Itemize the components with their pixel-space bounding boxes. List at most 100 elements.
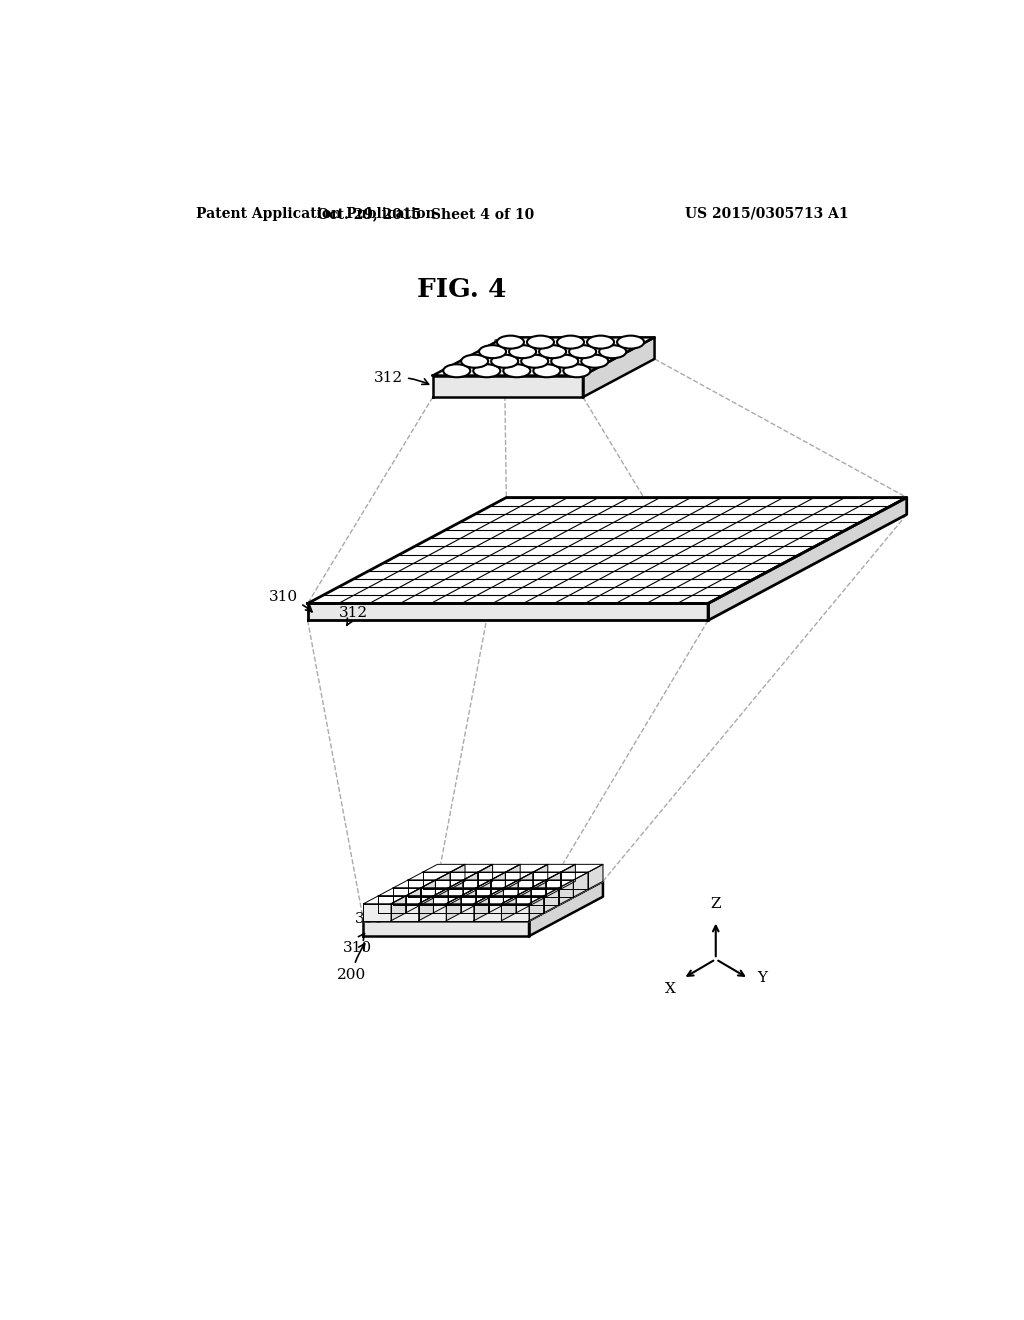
Polygon shape <box>478 865 520 873</box>
Polygon shape <box>435 873 451 898</box>
Ellipse shape <box>479 346 506 358</box>
Ellipse shape <box>461 355 488 368</box>
Polygon shape <box>406 888 421 913</box>
Polygon shape <box>559 880 573 906</box>
Polygon shape <box>516 888 531 913</box>
Ellipse shape <box>582 355 608 368</box>
Polygon shape <box>446 896 488 904</box>
Polygon shape <box>435 880 463 898</box>
Polygon shape <box>423 873 451 890</box>
Polygon shape <box>474 896 488 921</box>
Polygon shape <box>506 865 548 873</box>
Polygon shape <box>408 873 451 880</box>
Polygon shape <box>364 882 603 921</box>
Polygon shape <box>433 888 449 913</box>
Polygon shape <box>433 338 654 376</box>
Polygon shape <box>406 888 449 896</box>
Polygon shape <box>488 888 531 896</box>
Polygon shape <box>504 880 518 906</box>
Ellipse shape <box>569 346 596 358</box>
Polygon shape <box>488 896 516 913</box>
Polygon shape <box>461 888 476 913</box>
Ellipse shape <box>443 364 470 378</box>
Text: Z: Z <box>711 898 721 911</box>
Text: 300: 300 <box>354 912 384 927</box>
Polygon shape <box>488 888 504 913</box>
Polygon shape <box>583 338 654 397</box>
Polygon shape <box>393 880 435 888</box>
Polygon shape <box>560 873 588 890</box>
Polygon shape <box>502 904 529 921</box>
Polygon shape <box>307 603 708 620</box>
Polygon shape <box>518 873 532 898</box>
Polygon shape <box>506 873 532 890</box>
Polygon shape <box>451 865 465 890</box>
Polygon shape <box>474 896 516 904</box>
Polygon shape <box>532 865 548 890</box>
Text: Oct. 29, 2015  Sheet 4 of 10: Oct. 29, 2015 Sheet 4 of 10 <box>316 207 535 220</box>
Polygon shape <box>708 498 906 620</box>
Polygon shape <box>461 896 488 913</box>
Polygon shape <box>451 873 478 890</box>
Polygon shape <box>449 880 463 906</box>
Text: 200: 200 <box>337 944 367 982</box>
Polygon shape <box>378 896 406 913</box>
Polygon shape <box>421 888 449 906</box>
Polygon shape <box>364 921 529 936</box>
Polygon shape <box>364 896 406 904</box>
Polygon shape <box>490 880 518 898</box>
Ellipse shape <box>563 364 591 378</box>
Ellipse shape <box>534 364 560 378</box>
Polygon shape <box>364 904 391 921</box>
Polygon shape <box>461 888 504 896</box>
Polygon shape <box>419 896 461 904</box>
Text: 313: 313 <box>494 338 563 379</box>
Polygon shape <box>419 904 446 921</box>
Ellipse shape <box>473 364 501 378</box>
Text: X: X <box>665 982 676 997</box>
Polygon shape <box>546 873 560 898</box>
Polygon shape <box>544 888 559 913</box>
Ellipse shape <box>509 346 537 358</box>
Polygon shape <box>307 498 906 603</box>
Polygon shape <box>573 873 588 898</box>
Polygon shape <box>506 865 520 890</box>
Ellipse shape <box>521 355 548 368</box>
Polygon shape <box>518 873 560 880</box>
Polygon shape <box>490 873 506 898</box>
Polygon shape <box>463 873 506 880</box>
Polygon shape <box>423 865 465 873</box>
Polygon shape <box>588 865 603 890</box>
Polygon shape <box>504 888 531 906</box>
Ellipse shape <box>492 355 518 368</box>
Polygon shape <box>446 896 461 921</box>
Polygon shape <box>391 904 419 921</box>
Ellipse shape <box>551 355 579 368</box>
Polygon shape <box>476 880 490 906</box>
Ellipse shape <box>587 335 614 348</box>
Polygon shape <box>421 880 435 906</box>
Polygon shape <box>490 873 532 880</box>
Polygon shape <box>463 873 478 898</box>
Polygon shape <box>435 873 478 880</box>
Polygon shape <box>463 880 490 898</box>
Polygon shape <box>531 888 559 906</box>
Ellipse shape <box>599 346 627 358</box>
Polygon shape <box>560 865 603 873</box>
Ellipse shape <box>539 346 566 358</box>
Polygon shape <box>529 896 544 921</box>
Polygon shape <box>446 904 474 921</box>
Polygon shape <box>516 896 544 913</box>
Polygon shape <box>478 865 493 890</box>
Polygon shape <box>502 896 516 921</box>
Polygon shape <box>546 873 588 880</box>
Ellipse shape <box>504 364 530 378</box>
Polygon shape <box>433 888 476 896</box>
Polygon shape <box>502 896 544 904</box>
Polygon shape <box>421 880 463 888</box>
Polygon shape <box>449 880 490 888</box>
Text: Patent Application Publication: Patent Application Publication <box>196 207 435 220</box>
Ellipse shape <box>527 335 554 348</box>
Polygon shape <box>518 880 546 898</box>
Polygon shape <box>419 896 433 921</box>
